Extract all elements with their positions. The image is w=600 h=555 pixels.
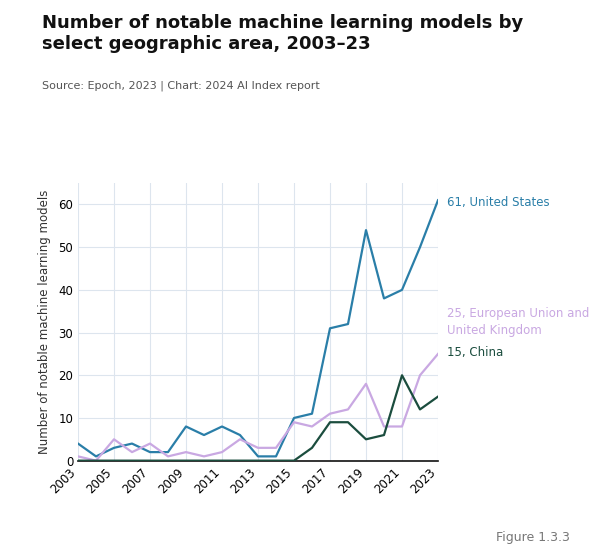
Text: United Kingdom: United Kingdom	[447, 324, 542, 337]
Text: Figure 1.3.3: Figure 1.3.3	[496, 531, 570, 544]
Y-axis label: Number of notable machine learning models: Number of notable machine learning model…	[38, 190, 52, 454]
Text: 25, European Union and: 25, European Union and	[447, 307, 589, 320]
Text: Number of notable machine learning models by
select geographic area, 2003–23: Number of notable machine learning model…	[42, 14, 523, 53]
Text: Source: Epoch, 2023 | Chart: 2024 AI Index report: Source: Epoch, 2023 | Chart: 2024 AI Ind…	[42, 80, 320, 91]
Text: 61, United States: 61, United States	[447, 196, 550, 209]
Text: 15, China: 15, China	[447, 346, 503, 359]
